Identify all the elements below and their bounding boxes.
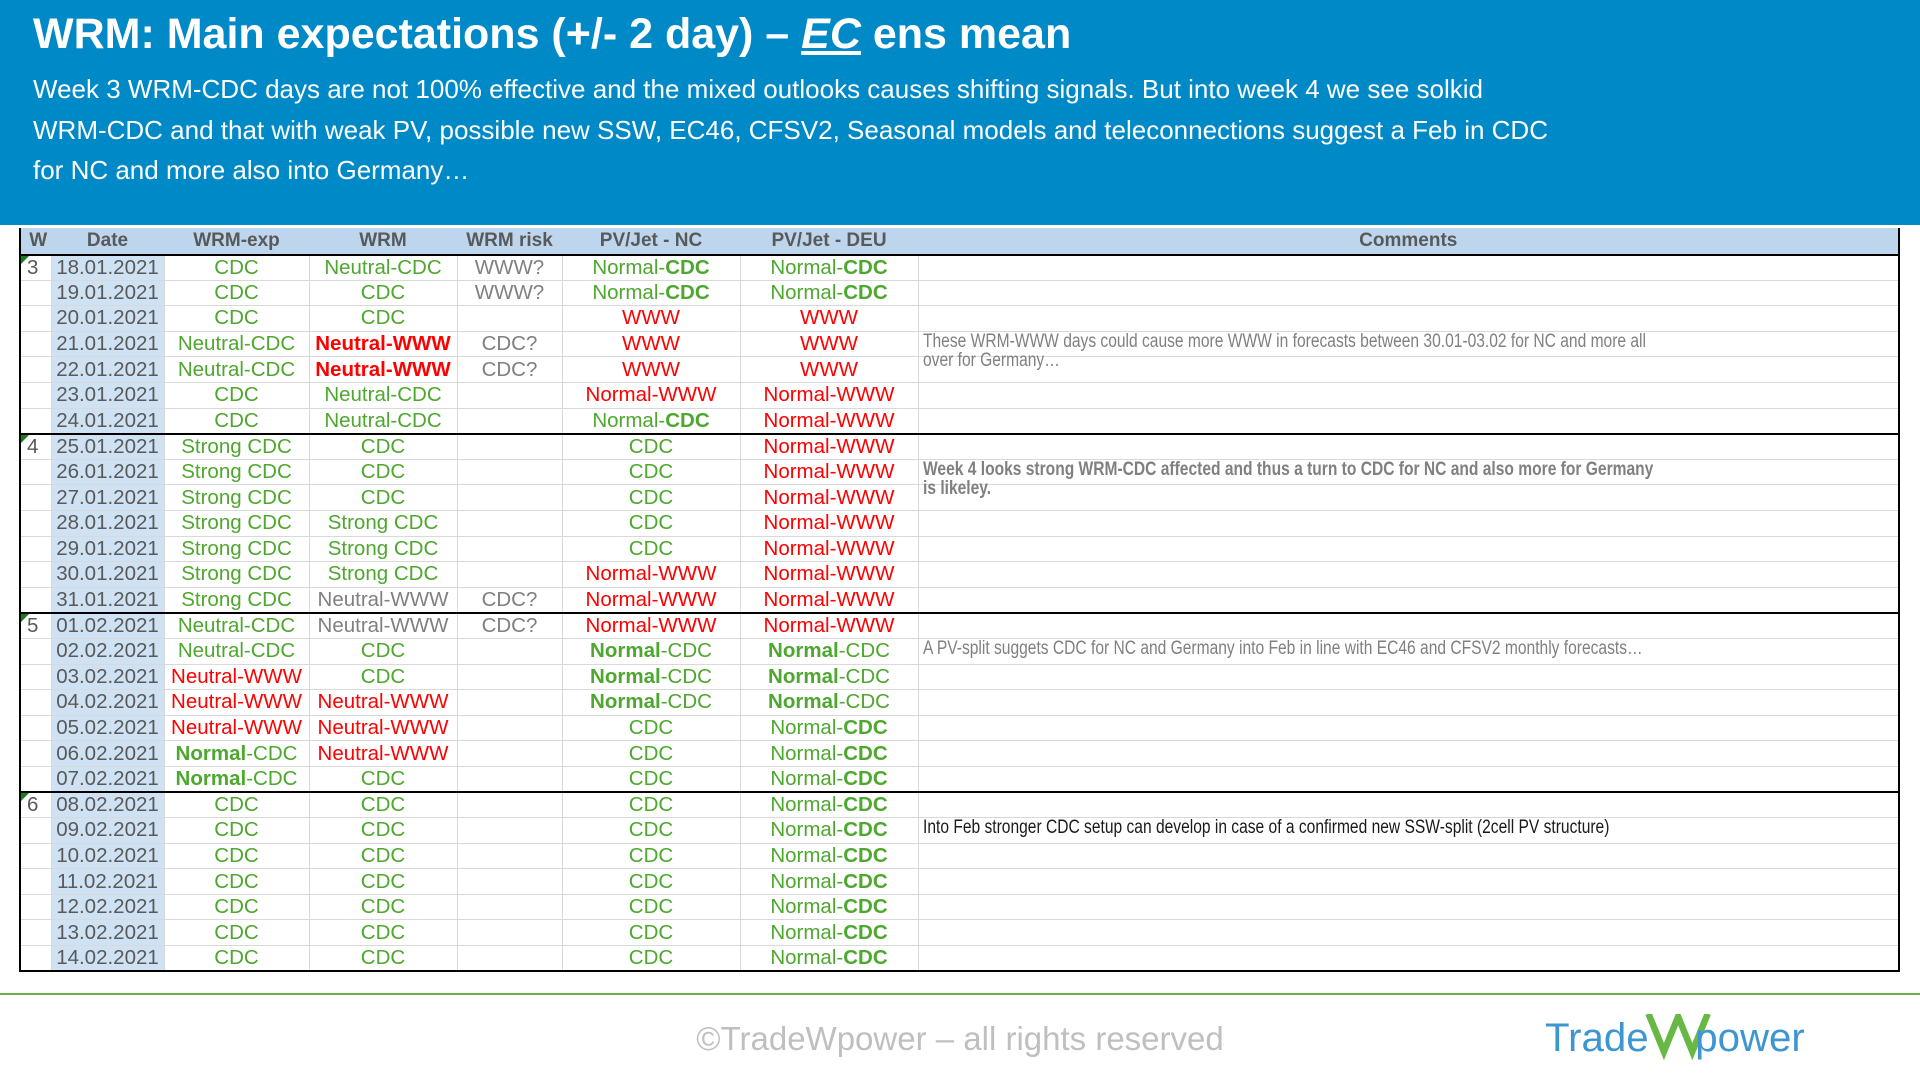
svg-text:Trade: Trade (1545, 1015, 1649, 1060)
svg-text:power: power (1695, 1015, 1805, 1060)
